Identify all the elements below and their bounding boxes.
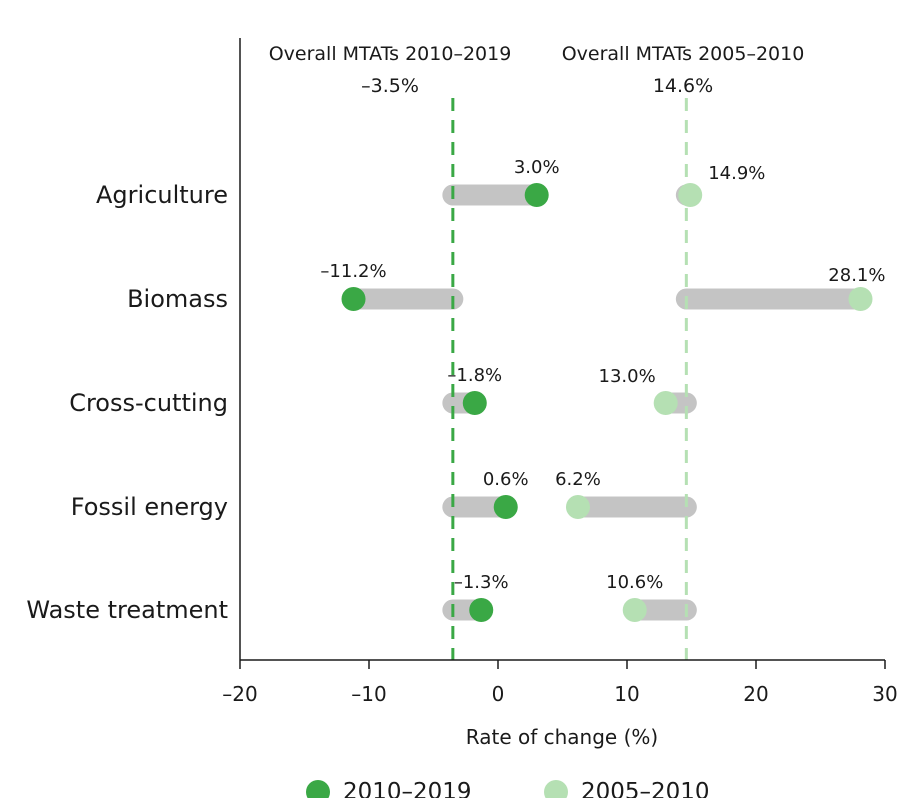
value-label-biomass-2010-2019: –11.2% [320, 261, 386, 282]
point-fossil-energy-2010-2019 [493, 495, 518, 519]
category-label-fossil-energy: Fossil energy [71, 493, 228, 521]
point-biomass-2010-2019 [341, 287, 366, 311]
x-tick-label: 10 [614, 682, 639, 706]
value-label-waste-treatment-2010-2019: –1.3% [454, 572, 509, 593]
value-labels: 3.0% –11.2% –1.8% 0.6% –1.3% 14.9% 28.1% 13.0% 6… [320, 157, 885, 593]
category-label-cross-cutting: Cross-cutting [69, 389, 228, 417]
value-label-waste-treatment-2005-2010: 10.6% [606, 572, 663, 593]
reference-title-2005-2010: Overall MTATs 2005–2010 [562, 43, 805, 65]
x-tick-label: –10 [351, 682, 386, 706]
point-cross-cutting-2010-2019 [462, 391, 487, 415]
value-label-fossil-energy-2005-2010: 6.2% [555, 469, 601, 490]
point-biomass-2005-2010 [848, 287, 873, 311]
x-axis-label: Rate of change (%) [466, 725, 658, 749]
category-labels: Agriculture Biomass Cross-cutting Fossil en… [26, 181, 228, 624]
category-label-biomass: Biomass [127, 285, 228, 313]
value-label-agriculture-2010-2019: 3.0% [514, 157, 560, 178]
point-fossil-energy-2005-2010 [565, 495, 590, 519]
category-label-agriculture: Agriculture [96, 181, 228, 209]
legend: 2010–2019 2005–2010 [306, 779, 710, 802]
axes [239, 38, 885, 661]
reference-value-2005-2010: 14.6% [653, 75, 713, 97]
legend-marker-2005-2010 [544, 780, 568, 802]
reference-title-2010-2019: Overall MTATs 2010–2019 [269, 43, 512, 65]
category-label-waste-treatment: Waste treatment [26, 596, 228, 624]
point-waste-treatment-2010-2019 [469, 598, 494, 622]
value-label-cross-cutting-2005-2010: 13.0% [599, 366, 656, 387]
range-bars [343, 184, 871, 621]
value-label-agriculture-2005-2010: 14.9% [708, 163, 765, 184]
reference-lines: Overall MTATs 2010–2019 –3.5% Overall MTAT… [269, 43, 805, 660]
value-label-biomass-2005-2010: 28.1% [828, 265, 885, 286]
value-label-fossil-energy-2010-2019: 0.6% [483, 469, 529, 490]
x-tick-label: 0 [492, 682, 505, 706]
x-ticks: –20 –10 0 10 20 30 [222, 660, 898, 706]
legend-label-2010-2019: 2010–2019 [343, 779, 472, 798]
legend-marker-2010-2019 [306, 780, 330, 802]
value-label-cross-cutting-2010-2019: –1.8% [447, 365, 502, 386]
point-agriculture-2010-2019 [524, 183, 549, 207]
x-tick-label: 20 [743, 682, 768, 706]
point-cross-cutting-2005-2010 [653, 391, 678, 415]
reference-value-2010-2019: –3.5% [361, 75, 419, 97]
data-points [341, 183, 873, 622]
x-tick-label: 30 [872, 682, 897, 706]
x-tick-label: –20 [222, 682, 257, 706]
point-waste-treatment-2005-2010 [622, 598, 647, 622]
legend-label-2005-2010: 2005–2010 [581, 779, 710, 798]
point-agriculture-2005-2010 [678, 183, 703, 207]
